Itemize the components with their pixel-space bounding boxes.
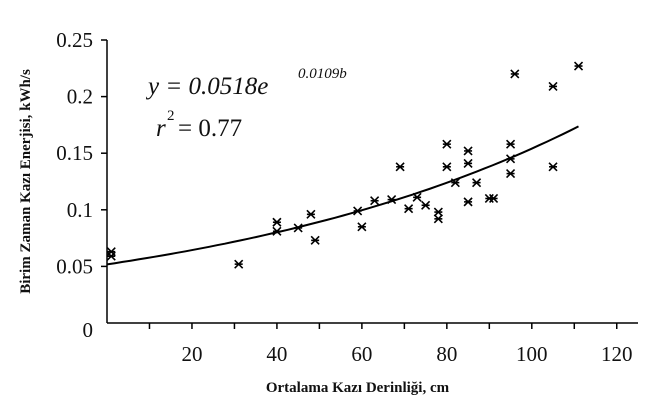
r2-exponent: 2	[167, 108, 175, 124]
r2-value: = 0.77	[178, 115, 242, 142]
x-tick-label: 40	[266, 342, 287, 366]
data-point	[548, 81, 558, 91]
y-axis-label: Birim Zaman Kazı Enerjisi, kWh/s	[18, 69, 34, 294]
data-point	[505, 139, 516, 149]
data-point	[353, 206, 363, 216]
data-point	[472, 178, 482, 188]
data-point	[463, 158, 473, 168]
x-tick-label: 100	[516, 342, 548, 366]
data-point	[387, 195, 397, 205]
r2-symbol: r	[156, 115, 166, 142]
data-point	[310, 235, 320, 245]
equation-exponent: 0.0109b	[298, 66, 347, 82]
data-point	[421, 200, 431, 210]
data-point	[489, 193, 499, 204]
data-point	[433, 207, 443, 217]
data-point	[412, 192, 422, 202]
data-point	[370, 196, 380, 206]
x-tick-label: 20	[181, 342, 202, 366]
data-point	[404, 204, 414, 214]
x-tick-label: 120	[601, 342, 633, 366]
y-axis-ticks: 0 0.05 0.1 0.15 0.2 0.25	[56, 28, 107, 342]
r-squared-annotation: r 2 = 0.77	[156, 108, 242, 142]
equation-lhs: y = 0.0518e	[145, 73, 268, 100]
data-point	[510, 69, 520, 79]
data-point	[272, 217, 282, 227]
data-point	[293, 223, 303, 233]
data-point	[463, 146, 473, 156]
data-point	[106, 251, 116, 261]
y-tick-label: 0	[83, 318, 94, 342]
data-point	[463, 197, 473, 207]
data-points	[106, 61, 584, 269]
y-tick-label: 0.05	[56, 254, 93, 278]
x-tick-label: 80	[436, 342, 457, 366]
data-point	[234, 259, 244, 269]
x-axis-label: Ortalama Kazı Derinliği, cm	[266, 380, 450, 396]
x-tick-label: 60	[351, 342, 372, 366]
data-point	[548, 162, 558, 172]
data-point	[573, 61, 584, 71]
data-point	[442, 162, 452, 172]
data-point	[357, 222, 367, 232]
data-point	[505, 154, 516, 164]
data-point	[505, 169, 516, 179]
data-point	[450, 178, 460, 188]
y-tick-label: 0.2	[67, 85, 93, 109]
equation-annotation: y = 0.0518e 0.0109b	[145, 66, 347, 100]
data-point	[442, 139, 452, 149]
y-tick-label: 0.15	[56, 141, 93, 165]
data-point	[306, 209, 316, 219]
plot-area: 0 0.05 0.1 0.15 0.2 0.25 20 40 60 80 100 120	[56, 28, 638, 366]
y-tick-label: 0.25	[56, 28, 93, 52]
x-axis-ticks: 20 40 60 80 100 120	[148, 323, 633, 366]
data-point	[395, 162, 405, 172]
data-point	[272, 226, 282, 236]
trend-curve	[106, 125, 579, 266]
data-point	[433, 214, 443, 224]
y-tick-label: 0.1	[67, 198, 93, 222]
